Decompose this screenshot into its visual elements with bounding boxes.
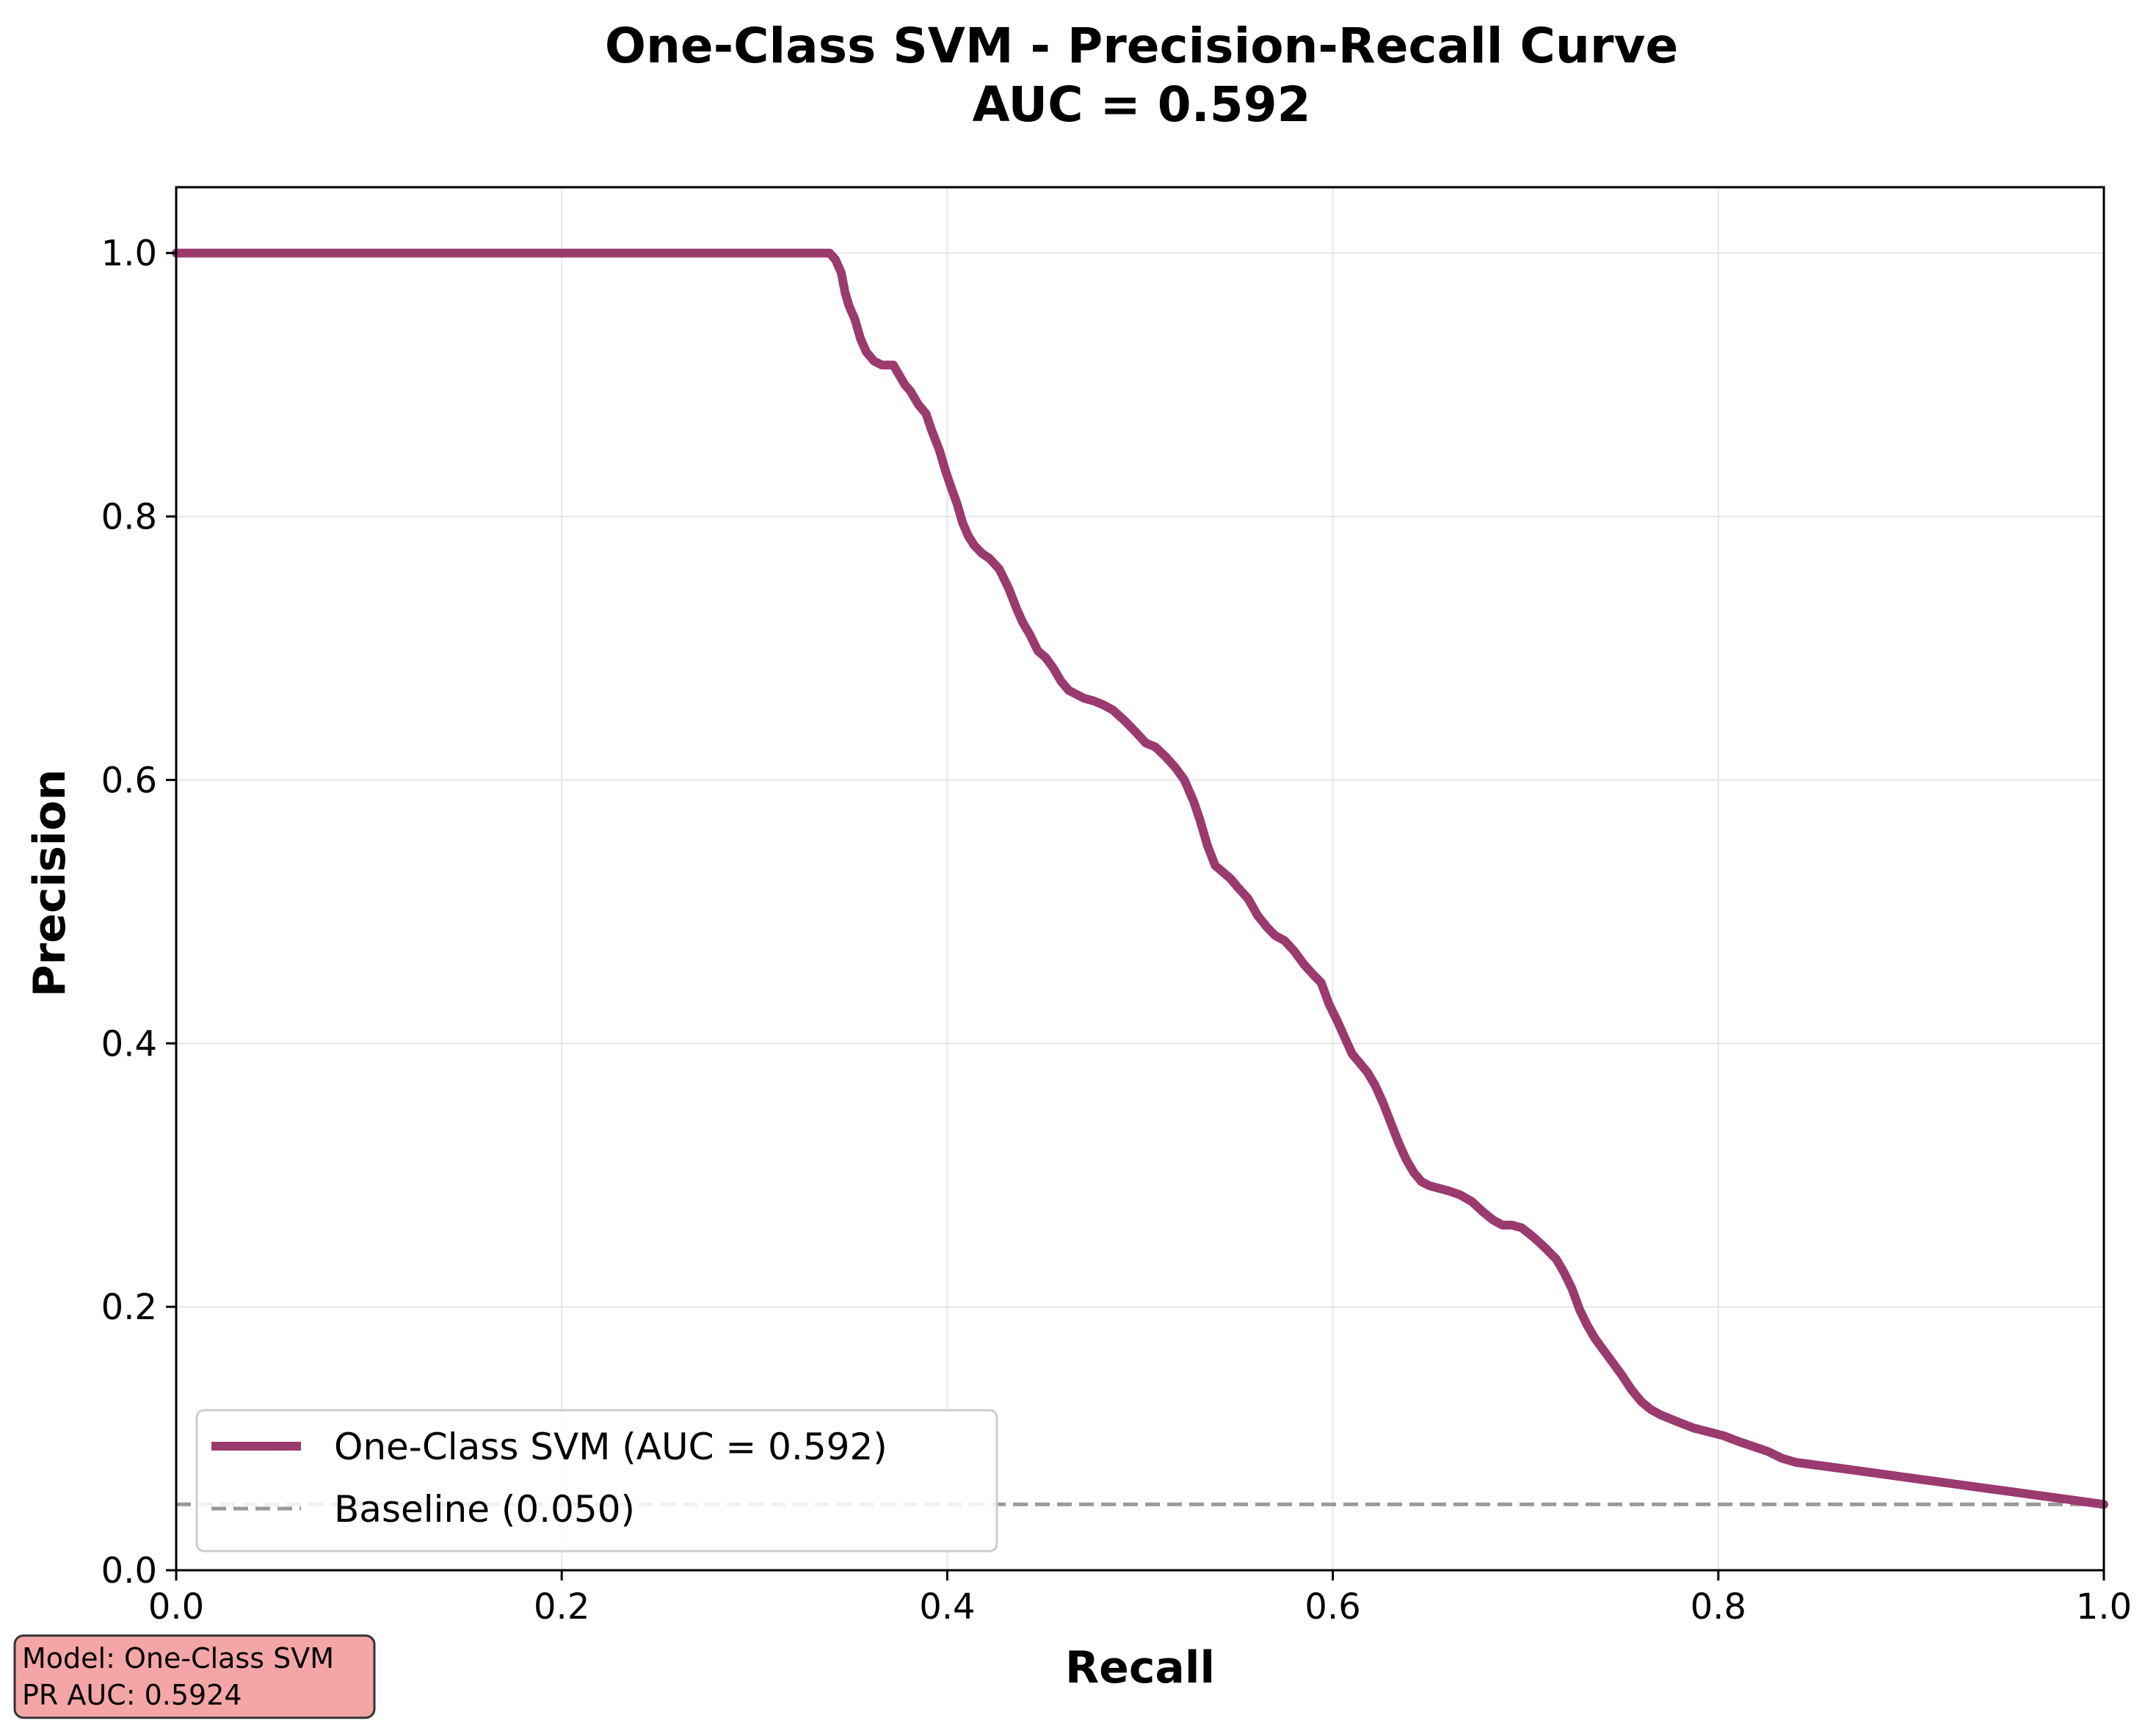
legend: One-Class SVM (AUC = 0.592) Baseline (0.… xyxy=(195,1409,998,1553)
model-info-box: Model: One-Class SVM PR AUC: 0.5924 xyxy=(13,1634,376,1719)
x-tick-label: 0.8 xyxy=(1691,1586,1746,1627)
axis-ticks: 0.0 0.2 0.4 0.6 0.8 1.0 0.0 0.2 0.4 0.6 0.8 1.0 xyxy=(101,233,2133,1627)
chart-title: One-Class SVM - Precision-Recall Curve xyxy=(605,18,1678,74)
y-tick-label: 1.0 xyxy=(101,233,157,275)
chart-subtitle: AUC = 0.592 xyxy=(972,76,1310,133)
y-tick-label: 0.2 xyxy=(101,1287,157,1328)
legend-label-svm: One-Class SVM (AUC = 0.592) xyxy=(334,1426,888,1468)
legend-box xyxy=(195,1409,998,1553)
x-tick-label: 0.6 xyxy=(1304,1586,1360,1627)
y-tick-label: 0.6 xyxy=(101,760,157,801)
y-tick-label: 0.4 xyxy=(101,1023,157,1064)
y-tick-label: 0.0 xyxy=(101,1550,157,1592)
info-pr-auc: PR AUC: 0.5924 xyxy=(22,1679,242,1711)
info-model-name: Model: One-Class SVM xyxy=(22,1642,334,1674)
y-axis-label: Precision xyxy=(24,769,76,998)
series-line-svm xyxy=(172,248,2108,1509)
x-axis-label: Recall xyxy=(1065,1642,1215,1694)
legend-label-baseline: Baseline (0.050) xyxy=(334,1488,635,1531)
x-tick-label: 0.0 xyxy=(148,1586,204,1627)
x-tick-label: 1.0 xyxy=(2076,1586,2132,1627)
info-box-background xyxy=(13,1634,376,1719)
y-tick-label: 0.8 xyxy=(101,497,157,538)
x-tick-label: 0.4 xyxy=(919,1586,975,1627)
plot-area xyxy=(176,187,2104,1570)
plot-frame xyxy=(175,186,2105,1572)
x-tick-label: 0.2 xyxy=(534,1586,589,1627)
